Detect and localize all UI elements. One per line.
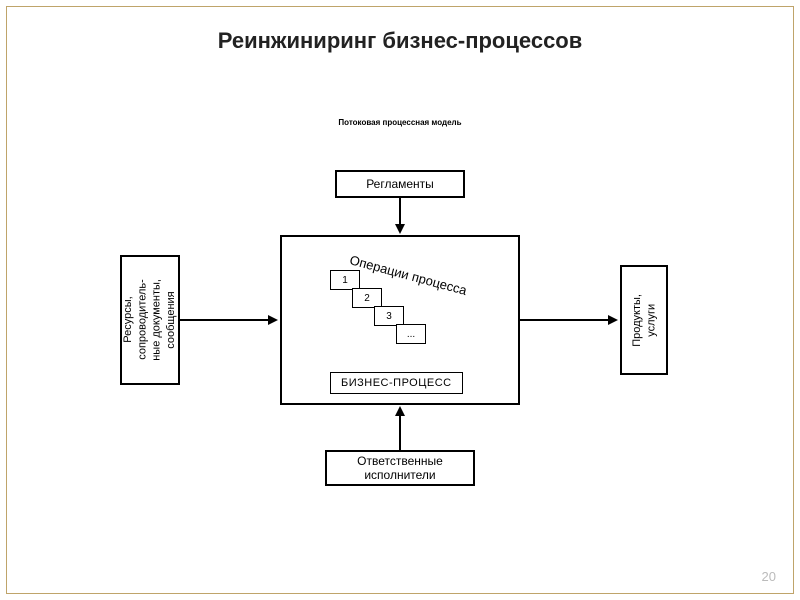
node-bottom-label: Ответственныеисполнители [357,454,443,483]
arrow-bottom-head [395,406,405,416]
step-dots: ... [396,324,426,344]
arrow-right-head [608,315,618,325]
arrow-right [520,319,610,321]
arrow-top-head [395,224,405,234]
step-3: 3 [374,306,404,326]
arrow-left-head [268,315,278,325]
arrow-bottom [399,415,401,450]
node-right: Продукты,услуги [620,265,668,375]
page-number: 20 [762,569,776,584]
node-top: Регламенты [335,170,465,198]
process-diagram: Регламенты Ресурсы,сопроводитель-ные док… [120,160,680,500]
node-bottom: Ответственныеисполнители [325,450,475,486]
step-1: 1 [330,270,360,290]
page-subtitle: Потоковая процессная модель [0,118,800,127]
step-2: 2 [352,288,382,308]
page-title: Реинжиниринг бизнес-процессов [0,28,800,54]
node-right-label: Продукты,услуги [630,294,659,347]
node-left-label: Ресурсы,сопроводитель-ные документы,сооб… [121,279,178,361]
node-left: Ресурсы,сопроводитель-ные документы,сооб… [120,255,180,385]
arrow-top [399,198,401,226]
arrow-left [180,319,270,321]
node-top-label: Регламенты [366,177,434,191]
bp-label: БИЗНЕС-ПРОЦЕСС [330,372,463,394]
